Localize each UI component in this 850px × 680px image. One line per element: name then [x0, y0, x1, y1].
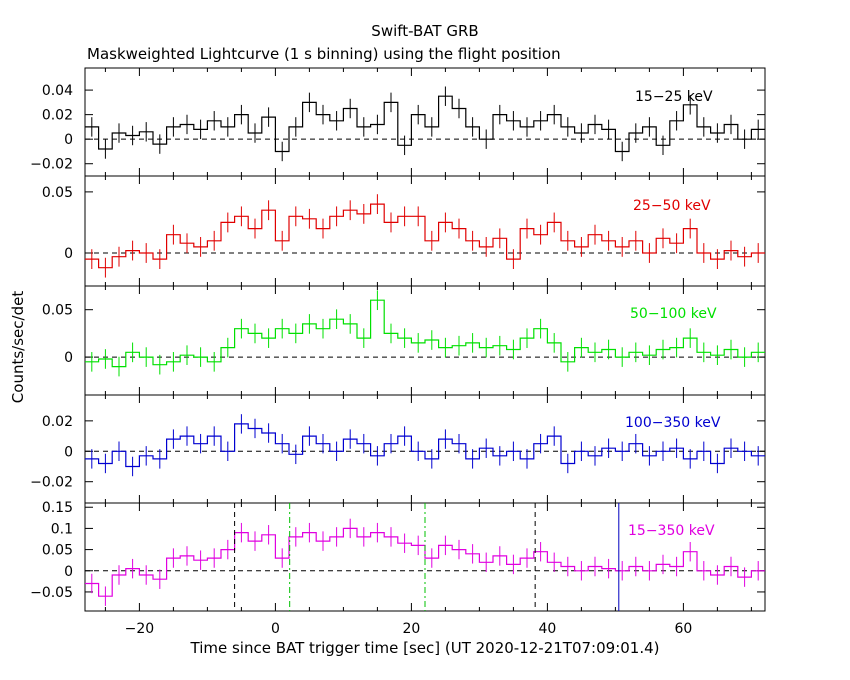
x-tick-label: 60	[674, 621, 692, 637]
series-line	[85, 299, 765, 368]
x-tick-label: −20	[125, 621, 155, 637]
y-tick-label: 0	[64, 564, 73, 580]
chart-subtitle: Maskweighted Lightcurve (1 s binning) us…	[87, 45, 561, 63]
y-tick-label: −0.02	[30, 475, 73, 491]
x-tick-label: 20	[402, 621, 420, 637]
series-label: 50−100 keV	[630, 306, 717, 322]
y-tick-label: −0.05	[30, 585, 73, 601]
panel-2: 0 0.05 25−50 keV	[42, 175, 766, 287]
y-tick-label: 0.1	[51, 521, 73, 537]
y-tick-label: 0.02	[42, 414, 73, 430]
x-axis-label: Time since BAT trigger time [sec] (UT 20…	[190, 639, 660, 657]
y-tick-label: −0.02	[30, 157, 73, 173]
chart-title: Swift-BAT GRB	[371, 22, 479, 40]
series-line	[85, 203, 765, 269]
series-line	[85, 95, 765, 153]
y-tick-label: 0.02	[42, 108, 73, 124]
y-tick-label: 0	[64, 350, 73, 366]
panel-3: 0 0.05 50−100 keV	[42, 285, 766, 396]
y-tick-label: 0.15	[42, 500, 73, 516]
panel-4: −0.02 0 0.02 100−350 keV	[30, 394, 766, 504]
y-tick-label: 0.05	[42, 303, 73, 319]
y-tick-label: 0.05	[42, 543, 73, 559]
panel-5: −0.05 0 0.05 0.1 0.15 15−350 keV	[30, 500, 766, 612]
series-label: 15−350 keV	[628, 523, 715, 539]
series-label: 25−50 keV	[633, 198, 711, 214]
y-tick-label: 0	[64, 444, 73, 460]
x-tick-label: 0	[271, 621, 280, 637]
y-tick-label: 0	[64, 246, 73, 262]
x-tick-label: 40	[538, 621, 556, 637]
y-tick-label: 0	[64, 132, 73, 148]
y-tick-label: 0.04	[42, 83, 73, 99]
y-tick-label: 0.05	[42, 185, 73, 201]
series-line	[85, 423, 765, 468]
series-label: 100−350 keV	[625, 415, 721, 431]
series-label: 15−25 keV	[635, 89, 713, 105]
series-line	[85, 527, 765, 597]
panel-1: −0.02 0 0.02 0.04 15−25 keV	[30, 67, 766, 177]
